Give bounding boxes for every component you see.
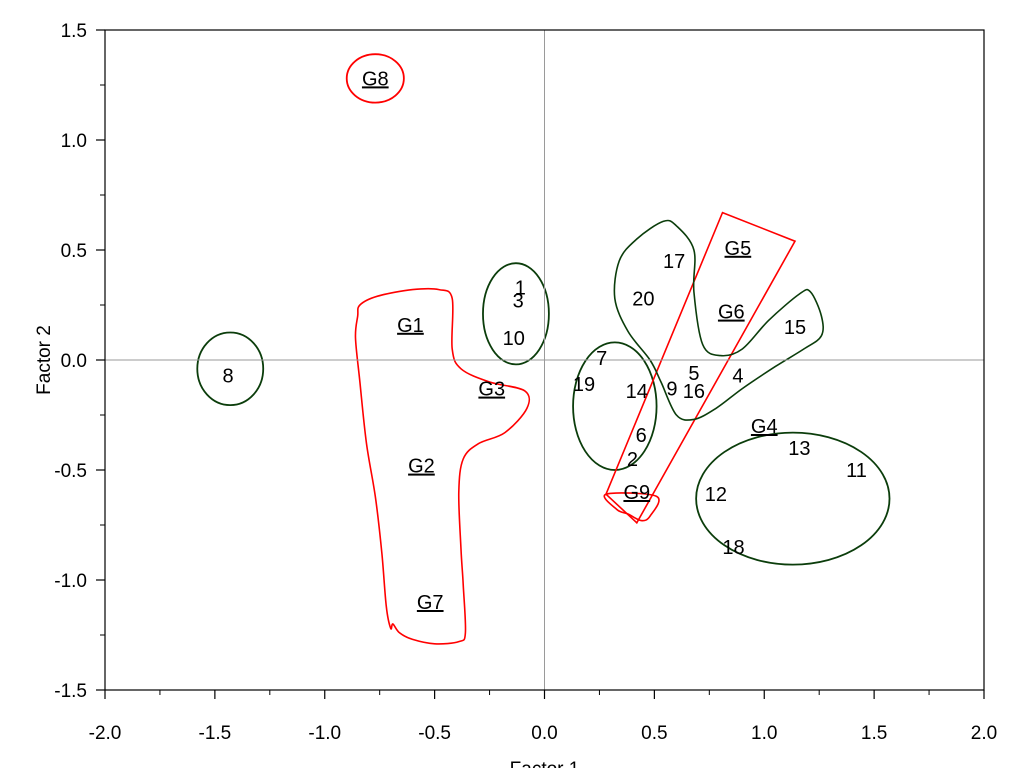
group-label-g7: G7 xyxy=(417,592,444,614)
y-tick-label: 1.0 xyxy=(61,131,87,152)
x-tick-label: 0.5 xyxy=(641,723,667,744)
point-label-3: 3 xyxy=(513,291,524,313)
point-label-2: 2 xyxy=(627,449,638,471)
x-tick-label: -2.0 xyxy=(89,723,122,744)
enclosure-1-3-10 xyxy=(482,262,550,366)
enclosure-7-19-14-6-2 xyxy=(572,341,658,471)
point-label-11: 11 xyxy=(846,460,867,482)
group-label-g9: G9 xyxy=(623,482,650,504)
point-label-13: 13 xyxy=(788,438,810,460)
group-label-g2: G2 xyxy=(408,456,435,478)
point-label-6: 6 xyxy=(636,425,647,447)
point-label-17: 17 xyxy=(663,251,685,273)
x-tick-label: 0.0 xyxy=(531,723,557,744)
enclosure-g5 xyxy=(605,211,797,525)
x-tick-label: -1.0 xyxy=(308,723,341,744)
y-tick-label: -1.0 xyxy=(54,571,87,592)
y-tick-label: 1.5 xyxy=(61,21,87,42)
point-label-19: 19 xyxy=(573,374,595,396)
reference-lines xyxy=(105,30,984,690)
enclosure-g6 xyxy=(613,219,824,421)
point-label-1: 1 xyxy=(515,277,526,299)
group-label-g8: G8 xyxy=(362,68,389,90)
y-tick-label: -0.5 xyxy=(54,461,87,482)
enclosure-g4 xyxy=(695,431,891,566)
enclosure-8 xyxy=(196,331,265,406)
group-label-layer: G1 G2 G3 G4 G5 G6 G7 G8 G9 xyxy=(362,68,778,614)
tick-layer: -2.0 -1.5 -1.0 -0.5 0.0 0.5 1.0 1.5 2.01.51.00.5… xyxy=(54,21,997,744)
y-axis-title: Factor 2 xyxy=(34,325,55,395)
point-label-18: 18 xyxy=(722,537,744,559)
y-tick-label: 0.0 xyxy=(61,351,87,372)
point-label-8: 8 xyxy=(222,365,233,387)
point-label-14: 14 xyxy=(626,381,648,403)
point-label-10: 10 xyxy=(503,328,525,350)
group-label-g1: G1 xyxy=(397,315,424,337)
enclosure-layer xyxy=(196,53,891,645)
point-label-12: 12 xyxy=(705,484,727,506)
enclosure-g8 xyxy=(345,53,405,104)
enclosure-g1-g2-g3-g7 xyxy=(354,287,531,645)
point-label-9: 9 xyxy=(666,379,677,401)
point-label-5: 5 xyxy=(688,363,699,385)
group-label-g3: G3 xyxy=(478,379,505,401)
point-label-4: 4 xyxy=(732,365,743,387)
x-tick-label: -1.5 xyxy=(199,723,232,744)
point-label-7: 7 xyxy=(596,348,607,370)
x-axis-title: Factor 1 xyxy=(510,759,580,768)
x-tick-label: 1.5 xyxy=(861,723,887,744)
x-tick-label: 1.0 xyxy=(751,723,777,744)
x-tick-label: 2.0 xyxy=(971,723,997,744)
point-label-20: 20 xyxy=(632,288,654,310)
group-label-g6: G6 xyxy=(718,302,745,324)
point-label-15: 15 xyxy=(784,317,806,339)
group-label-g5: G5 xyxy=(725,238,752,260)
y-tick-label: -1.5 xyxy=(54,681,87,702)
y-tick-label: 0.5 xyxy=(61,241,87,262)
point-label-16: 16 xyxy=(683,381,705,403)
x-tick-label: -0.5 xyxy=(418,723,451,744)
group-label-g4: G4 xyxy=(751,416,778,438)
enclosure-g9-bottom xyxy=(603,492,660,522)
